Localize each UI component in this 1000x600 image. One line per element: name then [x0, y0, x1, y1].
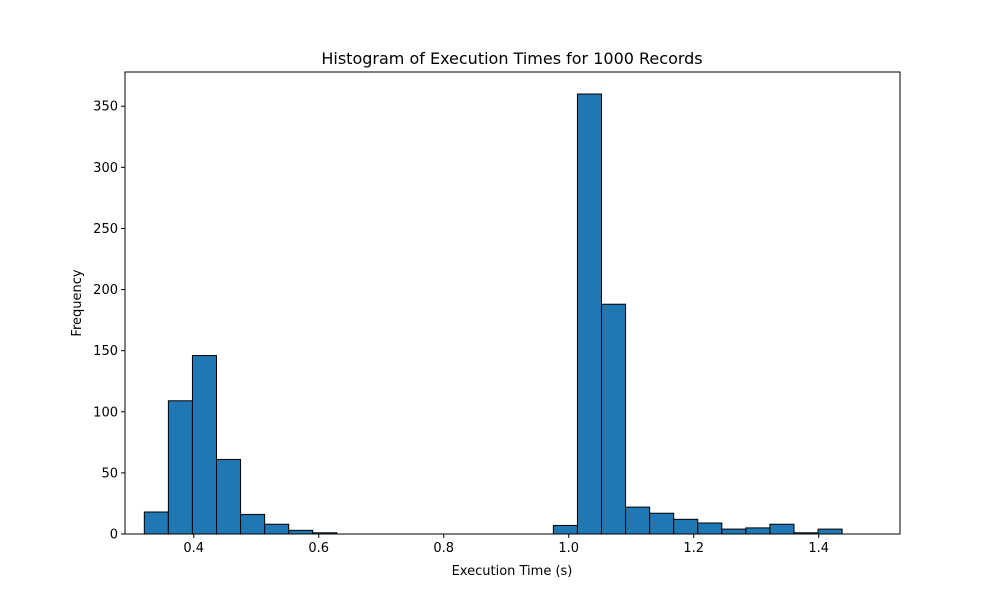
y-axis-label: Frequency: [70, 269, 85, 336]
histogram-bar: [649, 512, 675, 535]
histogram-bar: [673, 518, 699, 535]
histogram-bar: [625, 506, 651, 535]
y-tick-label: 150: [93, 344, 118, 359]
histogram-bar: [769, 523, 795, 535]
y-tick-label: 50: [101, 466, 118, 481]
y-tick-label: 300: [93, 161, 118, 176]
bars-group: [143, 93, 843, 535]
histogram-bar: [191, 355, 217, 535]
x-tick-label: 1.0: [558, 541, 579, 556]
histogram-bar: [576, 93, 602, 535]
x-tick-label: 0.6: [308, 541, 329, 556]
histogram-bar: [143, 511, 169, 535]
chart-title: Histogram of Execution Times for 1000 Re…: [321, 49, 702, 68]
histogram-bar: [745, 527, 771, 535]
histogram-bar: [697, 522, 723, 535]
x-tick-label: 1.4: [808, 541, 829, 556]
x-tick-label: 0.4: [183, 541, 204, 556]
histogram-bar: [601, 303, 627, 535]
axes-frame: [124, 71, 901, 535]
y-tick-label: 0: [110, 528, 118, 543]
y-tick-label: 350: [93, 100, 118, 115]
x-axis-label: Execution Time (s): [452, 564, 573, 579]
histogram-bar: [721, 528, 747, 535]
y-tick-label: 100: [93, 405, 118, 420]
y-tick-label: 250: [93, 222, 118, 237]
x-axis-ticks: 0.4 0.6 0.8 1.0 1.2 1.4: [183, 534, 829, 556]
histogram-bar: [552, 524, 578, 535]
y-tick-label: 200: [93, 283, 118, 298]
x-tick-label: 0.8: [433, 541, 454, 556]
y-axis-ticks: 0 50 100 150 200 250 300 350: [93, 100, 125, 543]
histogram-bar: [216, 458, 242, 535]
x-tick-label: 1.2: [683, 541, 704, 556]
histogram-bar: [264, 523, 290, 535]
histogram-bar: [817, 528, 843, 535]
histogram-bar: [288, 529, 314, 535]
histogram-bar: [240, 513, 266, 535]
histogram-bar: [167, 400, 193, 535]
